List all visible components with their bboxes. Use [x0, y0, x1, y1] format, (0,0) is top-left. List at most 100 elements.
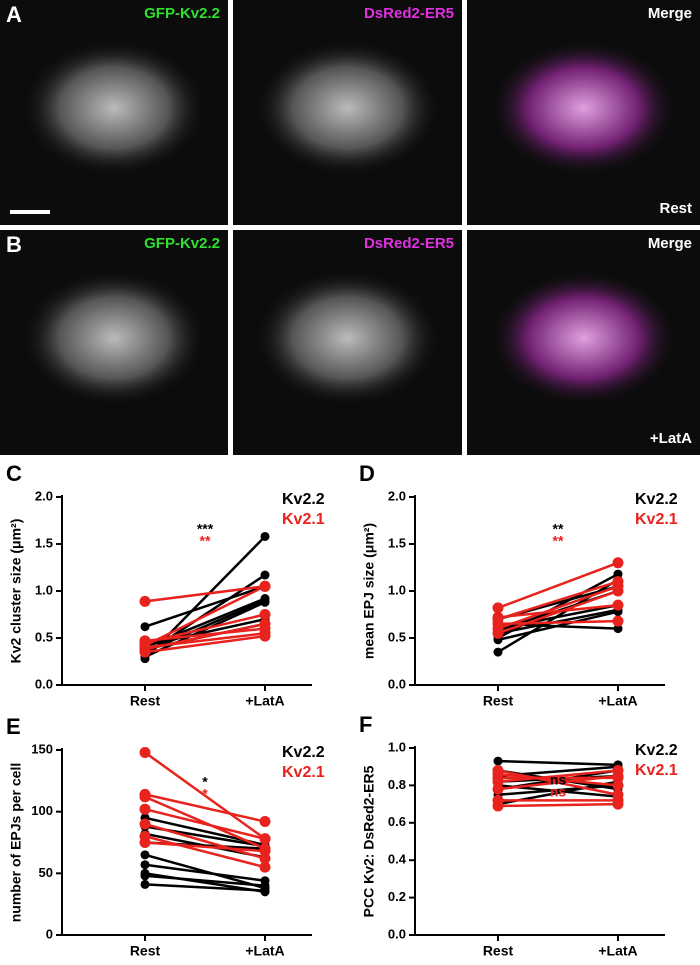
cell-signal — [22, 40, 206, 176]
y-tick-label: 0.6 — [388, 814, 406, 829]
cell-signal — [490, 40, 677, 176]
condition-label: Rest — [659, 200, 692, 217]
data-point — [259, 861, 271, 873]
data-point — [139, 640, 151, 652]
data-point — [140, 868, 150, 878]
data-point — [612, 599, 624, 611]
pair-line — [497, 580, 619, 621]
data-point — [139, 803, 151, 815]
data-point — [139, 595, 151, 607]
data-point — [260, 570, 270, 580]
data-point — [492, 794, 504, 806]
y-tick-label: 1.0 — [388, 739, 406, 754]
panel-letter: A — [6, 2, 22, 27]
data-point — [260, 531, 270, 541]
condition-label: +LatA — [650, 430, 692, 447]
significance: ns — [550, 784, 567, 800]
pair-line — [144, 872, 266, 894]
significance: ns — [550, 772, 567, 788]
y-axis-label: PCC Kv2: DsRed2-ER5 — [361, 765, 377, 917]
y-tick-label: 0.8 — [388, 777, 406, 792]
legend-label: Kv2.2 — [635, 742, 678, 759]
y-tick-label: 0.2 — [388, 889, 406, 904]
data-point — [492, 602, 504, 614]
pair-line — [144, 835, 266, 869]
y-tick-label: 150 — [31, 741, 53, 756]
data-point — [613, 624, 623, 634]
y-tick-label: 1.0 — [388, 582, 406, 597]
x-tick-label: Rest — [130, 943, 161, 959]
y-tick-label: 2.0 — [388, 488, 406, 503]
significance: * — [202, 786, 208, 802]
data-point — [139, 818, 151, 830]
legend-label: Kv2.1 — [635, 762, 678, 779]
pair-line — [497, 603, 619, 619]
data-point — [259, 580, 271, 592]
legend-label: Kv2.2 — [282, 744, 325, 761]
y-tick-label: 2.0 — [35, 488, 53, 503]
pair-line — [144, 853, 266, 890]
panel-letter: C — [6, 461, 22, 486]
y-tick-label: 0.4 — [388, 852, 407, 867]
pair-line — [497, 759, 619, 767]
y-tick-label: 1.0 — [35, 582, 53, 597]
y-axis-label: number of EPJs per cell — [8, 763, 24, 923]
y-tick-label: 0.0 — [388, 926, 406, 941]
pair-line — [144, 622, 266, 651]
legend-label: Kv2.2 — [635, 491, 678, 508]
pair-line — [144, 599, 266, 654]
data-point — [612, 576, 624, 588]
pair-line — [144, 793, 266, 823]
pair-line — [497, 619, 619, 626]
pair-line — [144, 634, 266, 654]
data-point — [493, 647, 503, 657]
y-tick-label: 100 — [31, 803, 53, 818]
x-tick-label: +LatA — [245, 943, 284, 959]
y-axis-label: mean EPJ size (μm²) — [361, 523, 377, 659]
data-point — [139, 746, 151, 758]
data-point — [259, 816, 271, 828]
panel-letter: F — [359, 712, 372, 737]
significance: * — [202, 774, 208, 790]
channel-label: DsRed2-ER5 — [364, 235, 454, 252]
cell-signal — [22, 270, 206, 406]
pair-line — [144, 617, 266, 647]
significance: ** — [553, 533, 564, 549]
data-point — [612, 557, 624, 569]
significance: *** — [197, 521, 214, 537]
channel-label: GFP-Kv2.2 — [144, 5, 220, 22]
pair-line — [497, 561, 619, 610]
significance: ** — [553, 521, 564, 537]
data-point — [613, 569, 623, 579]
data-point — [259, 609, 271, 620]
data-point — [612, 615, 624, 627]
pair-line — [144, 585, 266, 603]
data-point — [492, 611, 504, 623]
y-tick-label: 50 — [39, 865, 53, 880]
pair-line — [497, 585, 619, 630]
legend-label: Kv2.1 — [282, 511, 325, 528]
data-point — [140, 622, 150, 632]
y-axis-label: Kv2 cluster size (μm²) — [8, 519, 24, 664]
legend-label: Kv2.2 — [282, 491, 325, 508]
data-point — [493, 756, 503, 766]
pair-line — [144, 807, 266, 841]
legend-label: Kv2.1 — [282, 764, 325, 781]
data-point — [612, 789, 624, 801]
channel-label: DsRed2-ER5 — [364, 5, 454, 22]
cell-signal — [255, 40, 440, 176]
cell-signal — [255, 270, 440, 406]
data-point — [140, 860, 150, 870]
x-tick-label: +LatA — [598, 943, 637, 959]
significance: ** — [200, 533, 211, 549]
pair-line — [144, 627, 266, 643]
panel-letter: B — [6, 232, 22, 257]
data-point — [260, 887, 270, 897]
data-point — [612, 585, 624, 597]
data-point — [140, 879, 150, 889]
pair-line — [144, 585, 266, 647]
channel-label: GFP-Kv2.2 — [144, 235, 220, 252]
channel-label: Merge — [648, 5, 692, 22]
pair-line — [144, 841, 266, 853]
